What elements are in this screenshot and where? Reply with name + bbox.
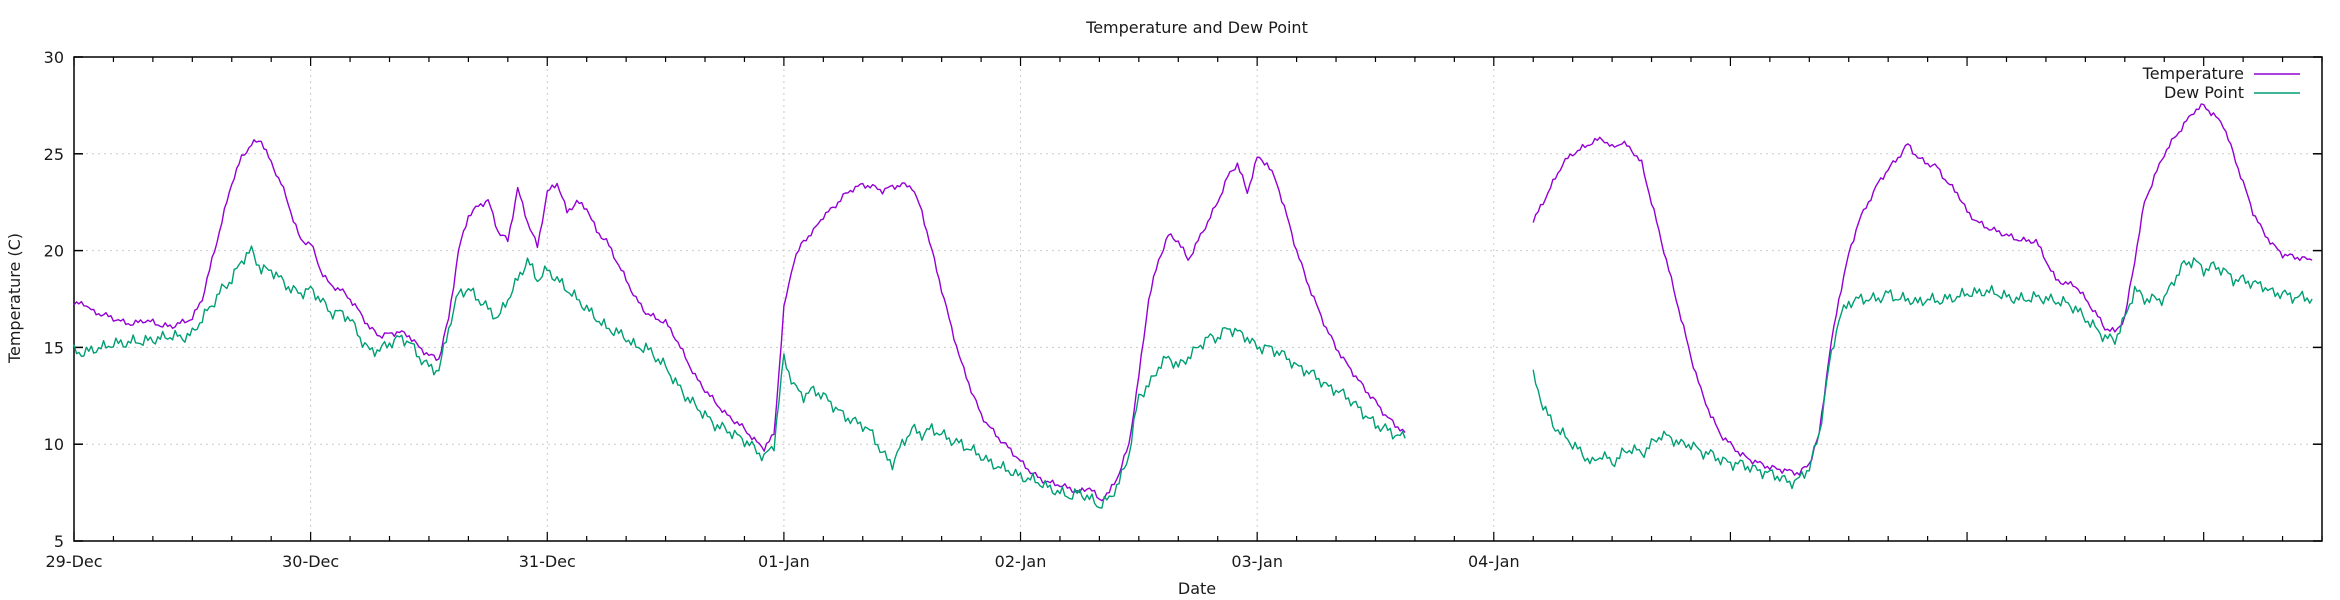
x-tick-label: 02-Jan <box>995 552 1047 571</box>
axis-ticks: 5 10 15 20 25 30 29-Dec 30-Dec 31-Dec 01-Jan 02-Ja… <box>44 48 2323 571</box>
plot-frame <box>73 56 2323 542</box>
legend-label-dew-point: Dew Point <box>2164 83 2244 102</box>
x-tick-label: 30-Dec <box>282 552 339 571</box>
x-tick-label: 01-Jan <box>758 552 810 571</box>
legend: Temperature Dew Point <box>2142 64 2300 102</box>
series-line-dew-point <box>73 245 2313 509</box>
y-tick-label: 5 <box>54 532 64 551</box>
y-tick-label: 20 <box>44 242 64 261</box>
chart-title: Temperature and Dew Point <box>1085 18 1308 37</box>
series-line-temperature <box>73 103 2313 502</box>
x-tick-label: 04-Jan <box>1468 552 1520 571</box>
y-tick-label: 15 <box>44 338 64 357</box>
y-tick-label: 30 <box>44 48 64 67</box>
legend-label-temperature: Temperature <box>2142 64 2244 83</box>
x-tick-label: 31-Dec <box>519 552 576 571</box>
x-tick-label: 29-Dec <box>45 552 102 571</box>
x-axis-label: Date <box>1178 579 1216 598</box>
series-layer <box>73 103 2313 509</box>
x-tick-label: 03-Jan <box>1231 552 1283 571</box>
y-tick-label: 10 <box>44 435 64 454</box>
y-axis-label: Temperature (C) <box>5 233 24 364</box>
y-tick-label: 25 <box>44 145 64 164</box>
